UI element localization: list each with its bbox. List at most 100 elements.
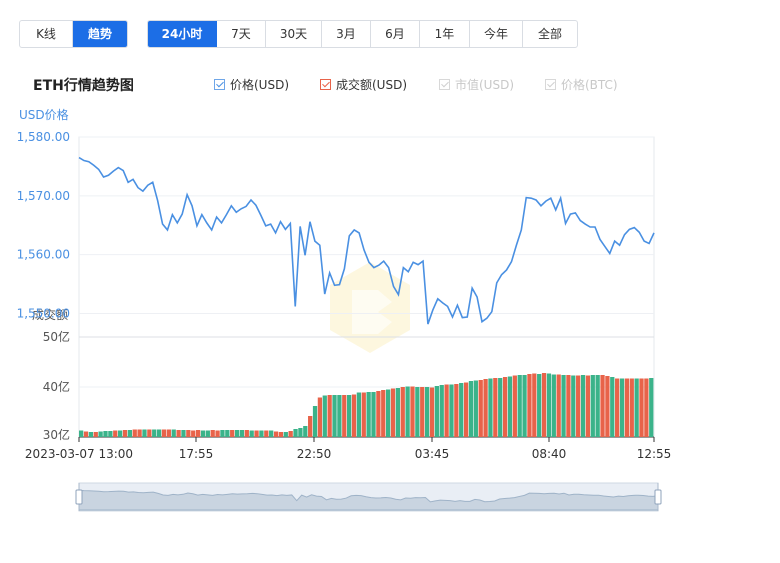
volume-bar (473, 380, 478, 437)
checkbox-icon (545, 79, 556, 90)
volume-bar (147, 429, 152, 437)
volume-bar (532, 373, 537, 437)
volume-bar (195, 430, 201, 437)
volume-bar (610, 377, 615, 437)
x-tick-label: 08:40 (532, 447, 567, 461)
volume-bar (634, 378, 639, 437)
volume-bar (200, 430, 206, 437)
volume-bar (205, 430, 210, 437)
checkbox-icon (214, 79, 225, 90)
volume-bar (644, 378, 649, 437)
volume-bar (444, 384, 449, 437)
time-range-tabs: 24小时 7天 30天 3月 6月 1年 今年 全部 (147, 20, 578, 48)
volume-bar (488, 378, 493, 437)
volume-bar (347, 395, 352, 437)
price-line (78, 156, 655, 325)
price-tick-label: 1,570.00 (17, 189, 70, 203)
x-tick-label: 12:55 (637, 447, 672, 461)
volume-bar (220, 430, 225, 437)
volume-bar (395, 388, 401, 437)
x-axis-tick-labels: 2023-03-07 13:00 17:55 22:50 03:45 08:40 12:5… (25, 437, 671, 461)
volume-bar (629, 378, 634, 437)
volume-bar (283, 432, 288, 437)
volume-bar (517, 375, 522, 437)
volume-bar (93, 432, 98, 437)
type-tab-1[interactable]: 趋势 (73, 21, 127, 47)
volume-bar (600, 375, 605, 437)
legend-label: 成交额(USD) (336, 78, 408, 92)
volume-bar (429, 387, 435, 437)
volume-bar (215, 430, 220, 437)
watermark-logo-icon (330, 262, 410, 353)
volume-axis-label: 成交额 (32, 307, 68, 322)
price-tick-labels: 1,580.00 1,570.00 1,560.00 1,550.00 (17, 130, 70, 320)
legend-label: 市值(USD) (455, 78, 515, 92)
volume-bar (312, 406, 318, 437)
range-tab-2[interactable]: 30天 (266, 21, 322, 47)
price-axis-label: USD价格 (19, 107, 69, 122)
price-tick-label: 1,550.00 (17, 306, 70, 320)
legend-price-btc[interactable]: 价格(BTC) (545, 76, 618, 93)
volume-bar (337, 395, 342, 437)
legend-price-usd[interactable]: 价格(USD) (214, 76, 289, 93)
volume-bar (288, 431, 293, 437)
volume-bar (541, 373, 547, 437)
range-tab-4[interactable]: 6月 (371, 21, 420, 47)
volume-bar (122, 430, 128, 437)
range-tab-5[interactable]: 1年 (420, 21, 470, 47)
volume-bar (405, 386, 410, 437)
volume-bar (415, 387, 420, 437)
volume-bar (478, 380, 483, 437)
volume-bar (434, 386, 439, 437)
range-tab-6[interactable]: 今年 (470, 21, 523, 47)
range-tab-0[interactable]: 24小时 (148, 21, 217, 47)
range-tab-3[interactable]: 3月 (322, 21, 371, 47)
range-tab-7[interactable]: 全部 (537, 27, 562, 41)
volume-bar (79, 430, 84, 437)
volume-bar (356, 392, 362, 437)
range-navigator[interactable] (75, 482, 662, 512)
legend-volume-usd[interactable]: 成交额(USD) (320, 76, 407, 93)
volume-bar (361, 392, 366, 437)
volume-bar (88, 432, 94, 437)
volume-bar (332, 395, 337, 437)
volume-bar (322, 395, 327, 437)
volume-bar (142, 429, 147, 437)
volume-bars (79, 373, 654, 437)
volume-bar (571, 375, 576, 437)
volume-bar (507, 376, 513, 437)
checkbox-icon (320, 79, 331, 90)
volume-bar (493, 378, 498, 437)
volume-bar (249, 430, 254, 437)
volume-bar (400, 387, 405, 437)
navigator-left-handle[interactable] (75, 483, 83, 511)
volume-bar (385, 389, 391, 437)
type-tab-0[interactable]: K线 (20, 21, 73, 47)
volume-tick-label: 40亿 (43, 379, 70, 394)
volume-bar (293, 429, 298, 437)
volume-bar (595, 375, 600, 437)
volume-tick-label: 50亿 (43, 329, 70, 344)
volume-bar (527, 374, 532, 437)
volume-bar (132, 429, 137, 437)
volume-bar (152, 429, 157, 437)
volume-bar (371, 392, 376, 437)
x-tick-label: 03:45 (415, 447, 450, 461)
legend-label: 价格(BTC) (561, 78, 618, 92)
volume-bar (566, 375, 571, 437)
volume-bar (580, 375, 586, 437)
legend-label: 价格(USD) (230, 78, 290, 92)
range-tab-1[interactable]: 7天 (217, 21, 266, 47)
volume-bar (556, 374, 561, 437)
volume-bar (108, 431, 113, 437)
volume-bar (234, 430, 240, 437)
legend-market-cap-usd[interactable]: 市值(USD) (439, 76, 514, 93)
volume-bar (590, 375, 595, 437)
volume-bar (522, 375, 527, 437)
volume-bar (230, 430, 235, 437)
navigator-right-handle[interactable] (654, 483, 662, 511)
checkbox-icon (439, 79, 450, 90)
volume-bar (512, 375, 517, 437)
volume-bar (585, 375, 591, 437)
